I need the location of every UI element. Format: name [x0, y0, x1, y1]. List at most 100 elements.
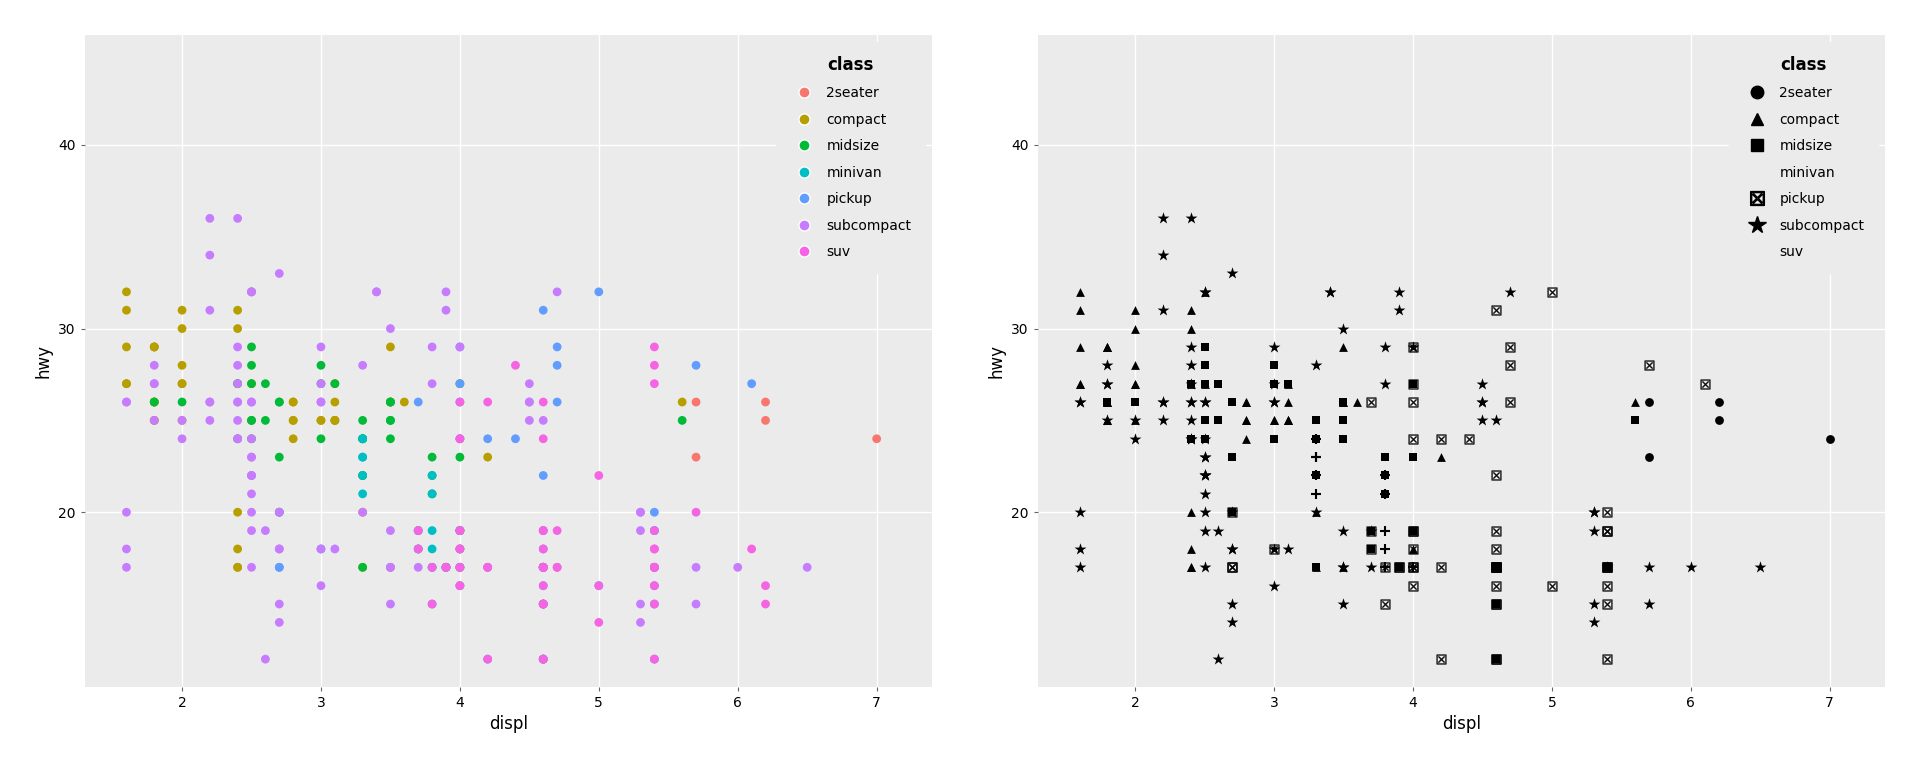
- Point: [1092, 396, 1123, 408]
- Point: [1425, 432, 1455, 445]
- compact: [111, 304, 142, 316]
- Point: [1119, 414, 1150, 426]
- Point: [1425, 561, 1455, 574]
- Point: [1398, 378, 1428, 390]
- subcompact: [111, 561, 142, 574]
- Point: [1175, 432, 1206, 445]
- suv: [528, 525, 559, 537]
- Point: [1480, 561, 1511, 574]
- midsize: [403, 525, 434, 537]
- Point: [1300, 469, 1331, 482]
- Point: [1204, 414, 1235, 426]
- subcompact: [263, 616, 294, 628]
- subcompact: [348, 506, 378, 518]
- subcompact: [305, 580, 336, 592]
- Point: [1300, 432, 1331, 445]
- suv: [445, 432, 476, 445]
- Point: [1480, 561, 1511, 574]
- Point: [1273, 543, 1304, 555]
- Point: [1175, 432, 1206, 445]
- midsize: [236, 359, 267, 372]
- Point: [1175, 414, 1206, 426]
- subcompact: [194, 212, 225, 224]
- pickup: [445, 341, 476, 353]
- compact: [223, 543, 253, 555]
- subcompact: [223, 414, 253, 426]
- Point: [1300, 506, 1331, 518]
- pickup: [528, 653, 559, 665]
- Point: [1329, 561, 1359, 574]
- pickup: [403, 525, 434, 537]
- Point: [1329, 414, 1359, 426]
- minivan: [417, 561, 447, 574]
- midsize: [348, 432, 378, 445]
- Point: [1217, 543, 1248, 555]
- midsize: [236, 414, 267, 426]
- Point: [1398, 561, 1428, 574]
- Point: [1300, 432, 1331, 445]
- Point: [1592, 525, 1622, 537]
- Point: [1369, 451, 1400, 463]
- suv: [541, 561, 572, 574]
- Point: [1175, 378, 1206, 390]
- Point: [1188, 359, 1219, 372]
- minivan: [417, 469, 447, 482]
- Point: [1217, 267, 1248, 280]
- subcompact: [223, 378, 253, 390]
- pickup: [445, 432, 476, 445]
- Point: [1119, 414, 1150, 426]
- subcompact: [515, 396, 545, 408]
- pickup: [639, 561, 670, 574]
- Legend: 2seater, compact, midsize, minivan, pickup, subcompact, suv: 2seater, compact, midsize, minivan, pick…: [1730, 41, 1878, 273]
- compact: [278, 414, 309, 426]
- subcompact: [682, 561, 712, 574]
- suv: [639, 341, 670, 353]
- Y-axis label: hwy: hwy: [987, 344, 1006, 378]
- midsize: [528, 561, 559, 574]
- suv: [639, 543, 670, 555]
- Point: [1175, 396, 1206, 408]
- Point: [1119, 432, 1150, 445]
- Point: [1467, 414, 1498, 426]
- Point: [1329, 414, 1359, 426]
- subcompact: [263, 506, 294, 518]
- subcompact: [138, 414, 169, 426]
- Point: [1369, 378, 1400, 390]
- suv: [639, 653, 670, 665]
- Point: [1175, 543, 1206, 555]
- Point: [1703, 396, 1734, 408]
- midsize: [666, 414, 697, 426]
- minivan: [417, 525, 447, 537]
- Point: [1480, 653, 1511, 665]
- Point: [1369, 561, 1400, 574]
- Point: [1480, 598, 1511, 611]
- pickup: [639, 580, 670, 592]
- pickup: [472, 432, 503, 445]
- Point: [1398, 561, 1428, 574]
- suv: [472, 653, 503, 665]
- midsize: [348, 469, 378, 482]
- Point: [1329, 396, 1359, 408]
- Point: [1300, 432, 1331, 445]
- subcompact: [236, 451, 267, 463]
- Point: [1119, 359, 1150, 372]
- Point: [1480, 598, 1511, 611]
- midsize: [348, 432, 378, 445]
- Point: [1188, 378, 1219, 390]
- Point: [1273, 378, 1304, 390]
- X-axis label: displ: displ: [1442, 715, 1480, 733]
- suv: [528, 432, 559, 445]
- Point: [1300, 488, 1331, 500]
- compact: [278, 396, 309, 408]
- Point: [1329, 396, 1359, 408]
- Point: [1231, 396, 1261, 408]
- compact: [374, 396, 405, 408]
- midsize: [374, 432, 405, 445]
- Point: [1148, 249, 1179, 261]
- Point: [1634, 396, 1665, 408]
- Point: [1592, 561, 1622, 574]
- suv: [528, 561, 559, 574]
- Point: [1273, 396, 1304, 408]
- subcompact: [111, 543, 142, 555]
- pickup: [403, 396, 434, 408]
